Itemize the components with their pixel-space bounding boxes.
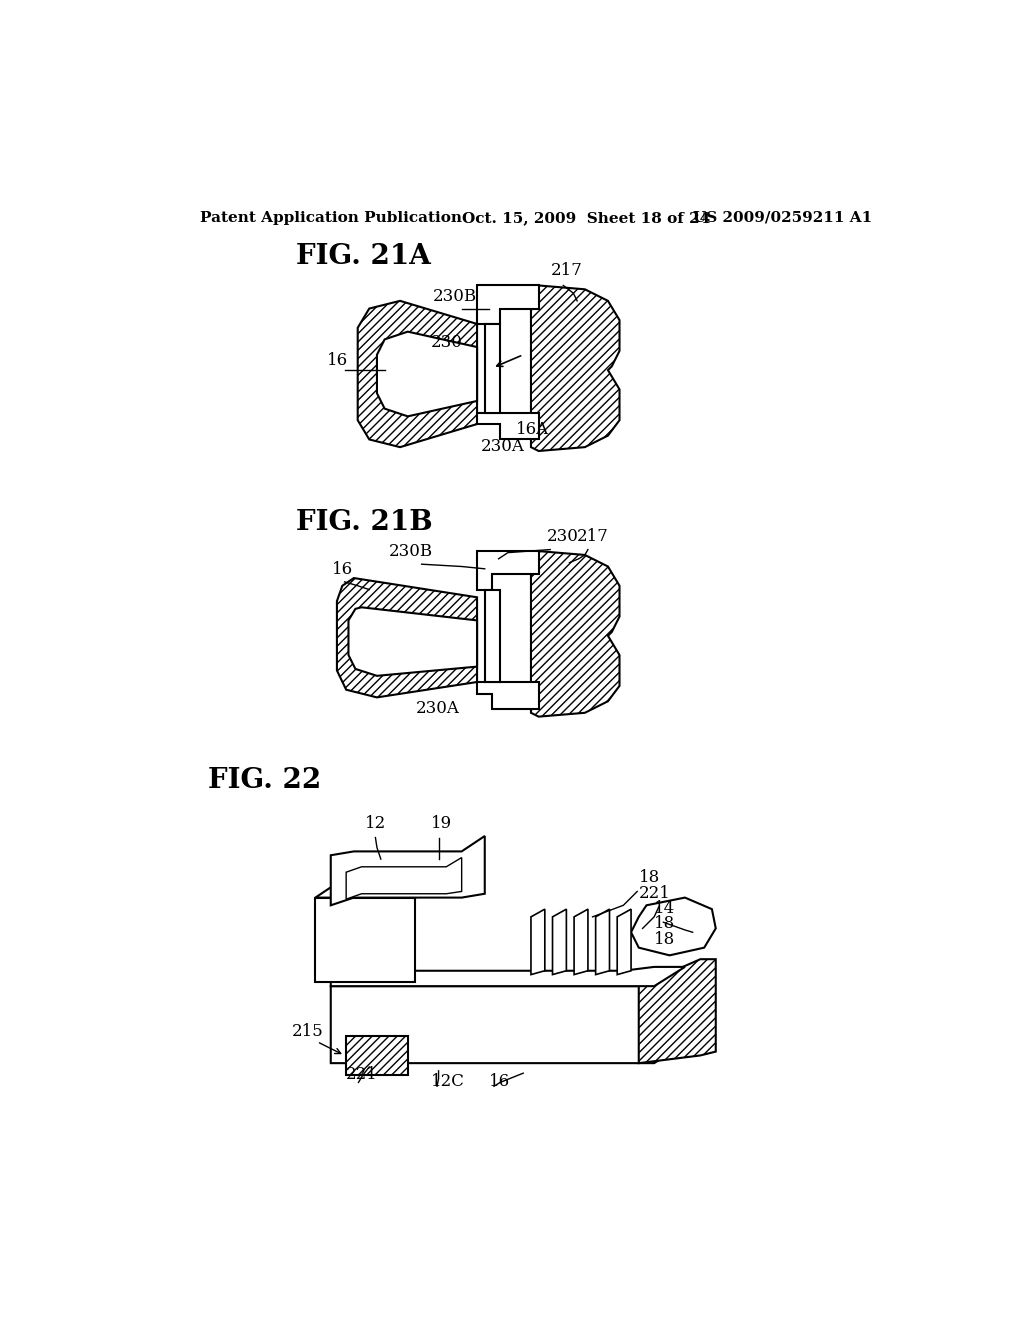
Text: 19: 19 <box>431 816 452 833</box>
Text: 14: 14 <box>654 900 676 917</box>
Text: FIG. 22: FIG. 22 <box>208 767 321 793</box>
Text: 12C: 12C <box>431 1073 465 1090</box>
Polygon shape <box>477 552 539 590</box>
Polygon shape <box>477 285 539 323</box>
Polygon shape <box>617 909 631 974</box>
Polygon shape <box>331 966 685 1063</box>
Polygon shape <box>639 960 716 1063</box>
Text: 18: 18 <box>639 869 660 886</box>
Polygon shape <box>377 331 477 416</box>
Polygon shape <box>574 909 588 974</box>
Polygon shape <box>331 966 685 986</box>
Text: US 2009/0259211 A1: US 2009/0259211 A1 <box>692 211 871 224</box>
Text: 16: 16 <box>327 351 348 368</box>
Text: 16: 16 <box>333 561 353 578</box>
Text: 16A: 16A <box>515 421 549 438</box>
Polygon shape <box>531 909 545 974</box>
Text: 221: 221 <box>346 1065 378 1082</box>
Polygon shape <box>531 285 620 451</box>
Text: 18: 18 <box>654 915 676 932</box>
Text: 18: 18 <box>654 931 676 948</box>
Polygon shape <box>315 898 416 982</box>
Polygon shape <box>346 858 462 899</box>
Text: 217: 217 <box>551 263 583 280</box>
Polygon shape <box>346 1036 408 1074</box>
Text: 230B: 230B <box>432 288 476 305</box>
Text: 215: 215 <box>292 1023 324 1040</box>
Text: 221: 221 <box>639 884 671 902</box>
Text: Oct. 15, 2009  Sheet 18 of 24: Oct. 15, 2009 Sheet 18 of 24 <box>462 211 710 224</box>
Text: 230A: 230A <box>416 700 460 717</box>
Polygon shape <box>596 909 609 974</box>
Polygon shape <box>331 836 484 906</box>
Polygon shape <box>348 607 477 676</box>
Polygon shape <box>531 552 620 717</box>
Text: FIG. 21A: FIG. 21A <box>296 243 431 271</box>
Polygon shape <box>631 898 716 956</box>
Polygon shape <box>484 323 500 412</box>
Text: 217: 217 <box>578 528 609 545</box>
Polygon shape <box>357 301 477 447</box>
Text: 12: 12 <box>366 816 387 833</box>
Polygon shape <box>484 590 500 682</box>
Text: 230A: 230A <box>481 438 524 455</box>
Polygon shape <box>553 909 566 974</box>
Text: 230B: 230B <box>388 544 432 561</box>
Text: 16: 16 <box>488 1073 510 1090</box>
Polygon shape <box>337 578 477 697</box>
Polygon shape <box>477 682 539 709</box>
Text: Patent Application Publication: Patent Application Publication <box>200 211 462 224</box>
Polygon shape <box>315 882 438 898</box>
Text: 230: 230 <box>547 528 579 545</box>
Text: 230: 230 <box>431 334 463 351</box>
Text: FIG. 21B: FIG. 21B <box>296 508 433 536</box>
Polygon shape <box>477 412 539 440</box>
